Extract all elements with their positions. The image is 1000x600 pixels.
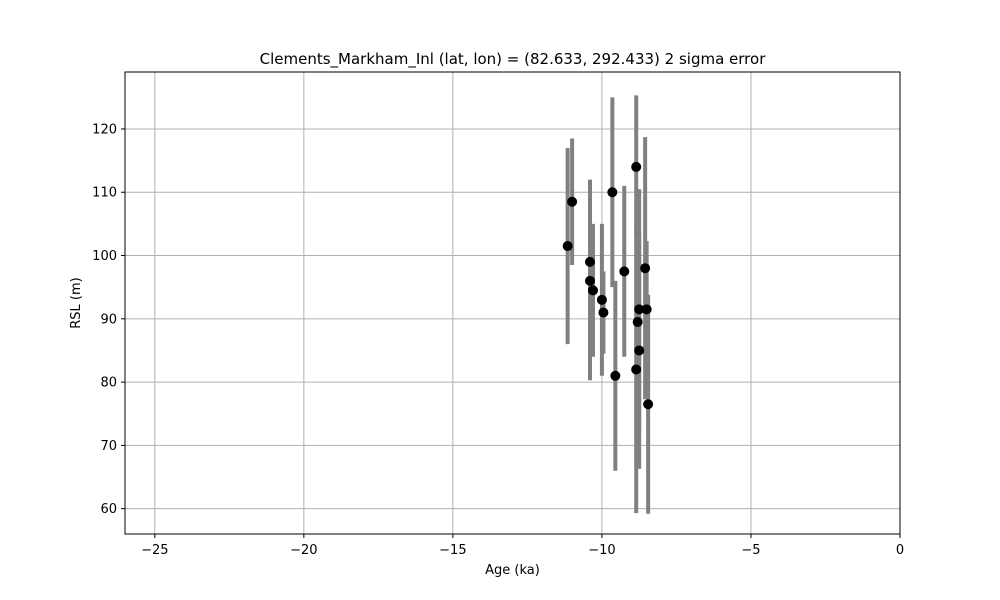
data-point	[596, 294, 607, 305]
tick-layer: −25 −20 −15 −10 −5 0 60 70 80 90 100 110 120	[92, 122, 904, 558]
y-tick-label: 120	[92, 122, 117, 137]
data-point	[585, 275, 595, 286]
y-tick-label: 80	[100, 376, 117, 391]
x-tick-label: −15	[439, 543, 466, 558]
y-tick-label: 60	[100, 502, 117, 517]
data-point	[610, 370, 621, 381]
y-tick-label: 70	[100, 439, 117, 454]
data-point	[634, 345, 645, 356]
data-point	[562, 241, 573, 252]
data-point	[632, 316, 643, 327]
data-point-layer	[562, 161, 654, 410]
x-tick-label: −25	[141, 543, 168, 558]
data-point	[607, 187, 618, 198]
x-axis-label: Age (ka)	[485, 563, 540, 578]
x-tick-label: −20	[290, 543, 317, 558]
error-bar-layer	[565, 95, 651, 514]
plot-frame	[124, 71, 901, 535]
data-point	[641, 304, 652, 315]
x-tick-label: −10	[588, 543, 615, 558]
y-tick-label: 110	[92, 186, 117, 201]
data-point	[567, 196, 578, 207]
data-point	[643, 399, 654, 410]
data-point	[598, 307, 609, 318]
data-point	[585, 256, 595, 267]
x-tick-label: −5	[741, 543, 760, 558]
data-point	[587, 285, 598, 296]
data-point	[640, 263, 651, 274]
data-point	[634, 304, 645, 315]
y-tick-label: 90	[100, 312, 117, 327]
chart-title: Clements_Markham_Inl (lat, lon) = (82.63…	[260, 50, 767, 69]
x-tick-label: 0	[896, 543, 904, 558]
y-axis-label: RSL (m)	[69, 277, 84, 328]
data-point	[619, 266, 630, 277]
data-point	[631, 161, 642, 172]
data-point	[631, 364, 642, 375]
y-tick-label: 100	[92, 249, 117, 264]
grid-layer	[125, 72, 901, 534]
